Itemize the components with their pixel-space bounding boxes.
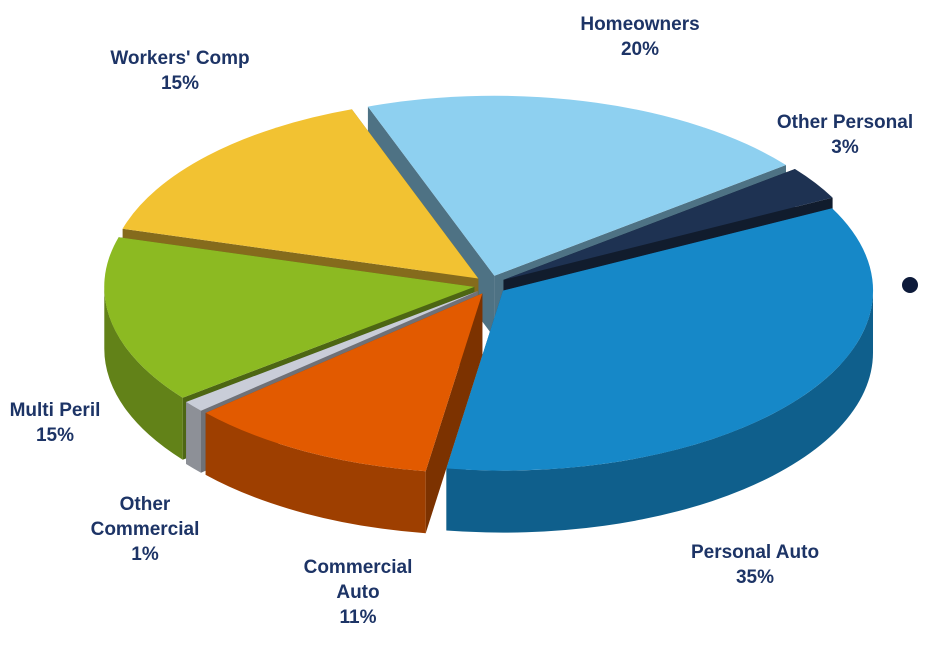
slice: [186, 291, 478, 411]
slice-label: Homeowners 20%: [550, 12, 730, 62]
value-label: 35%: [735, 567, 775, 588]
value-label: 1%: [131, 544, 159, 565]
slice-label: Commercial Auto 11%: [298, 555, 418, 630]
category-label: Other Personal: [776, 112, 914, 133]
slice: [122, 109, 479, 279]
value-label: 11%: [339, 607, 377, 628]
slice-side: [186, 402, 201, 473]
category-label: Personal Auto: [690, 542, 820, 563]
slice-label: Personal Auto 35%: [655, 540, 855, 590]
slice-label: Other Personal 3%: [745, 110, 931, 160]
slice-label: Other Commercial 1%: [80, 492, 210, 567]
slice-label: Multi Peril 15%: [0, 398, 120, 448]
slice-side: [446, 290, 873, 533]
slice: [205, 293, 483, 472]
slice-label: Workers' Comp 15%: [85, 46, 275, 96]
value-label: 15%: [160, 73, 200, 94]
slice: [104, 237, 475, 398]
slice: [446, 208, 874, 471]
bullet-dot: [902, 277, 918, 293]
category-label: Homeowners: [580, 14, 700, 35]
value-label: 20%: [620, 39, 660, 60]
category-label: Workers' Comp: [110, 48, 250, 69]
slice: [503, 169, 833, 280]
category-label: Commercial Auto: [303, 557, 413, 603]
tops: [104, 95, 874, 472]
slice: [367, 95, 786, 276]
value-label: 3%: [831, 137, 859, 158]
slice-side: [205, 412, 426, 534]
category-label: Other Commercial: [90, 494, 200, 540]
value-label: 15%: [35, 425, 75, 446]
category-label: Multi Peril: [9, 400, 101, 421]
slice-side: [104, 286, 183, 460]
